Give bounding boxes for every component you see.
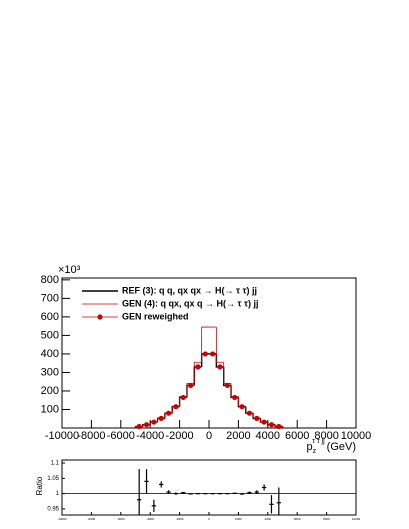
- y-tick-label: 400: [41, 348, 59, 360]
- y-multiplier: ×10³: [58, 264, 81, 276]
- x-tick-label: 0: [206, 430, 212, 442]
- x-tick-label: -2000: [176, 517, 184, 521]
- x-tick-label: -6000: [117, 517, 125, 521]
- y-tick-label: 500: [41, 329, 59, 341]
- y-tick-label: 300: [41, 366, 59, 378]
- x-tick-label: -8000: [88, 517, 96, 521]
- x-tick-label: -10000: [57, 517, 67, 521]
- marker: [217, 364, 223, 370]
- hist-step: [223, 366, 232, 387]
- x-tick-label: -6000: [107, 430, 135, 442]
- x-tick-label: 8000: [314, 430, 338, 442]
- marker: [268, 422, 275, 428]
- y-tick-label: 1.1: [51, 461, 60, 467]
- y-tick-label: 0.95: [47, 506, 59, 512]
- y-tick-label: 100: [41, 403, 59, 415]
- hist-step: [230, 383, 239, 397]
- marker: [165, 410, 172, 416]
- ratio-y-label: Ratio: [35, 476, 44, 495]
- x-tick-label: -8000: [77, 430, 105, 442]
- y-tick-label: 1.05: [47, 476, 59, 482]
- x-tick-label: 8000: [323, 517, 330, 521]
- y-tick-label: 200: [41, 385, 59, 397]
- x-label-sup: τ τ jj: [312, 438, 325, 445]
- y-tick-label: 800: [41, 274, 59, 286]
- marker: [188, 382, 194, 389]
- marker: [202, 351, 208, 357]
- x-tick-label: 10000: [352, 517, 361, 521]
- y-tick-label: 700: [41, 292, 59, 304]
- legend-label: GEN reweighed: [122, 311, 189, 321]
- legend-marker: [97, 314, 103, 320]
- x-label-sub: z: [313, 448, 317, 455]
- marker: [151, 419, 157, 425]
- x-tick-label: 4000: [256, 430, 280, 442]
- x-tick-label: -10000: [45, 430, 79, 442]
- marker: [136, 423, 142, 430]
- x-tick-label: -2000: [166, 430, 194, 442]
- marker: [224, 382, 230, 389]
- marker: [276, 423, 282, 430]
- hist-step: [193, 366, 202, 386]
- x-tick-label: 4000: [264, 517, 271, 521]
- marker: [232, 394, 238, 401]
- marker: [254, 415, 260, 421]
- marker: [239, 404, 245, 410]
- hist-step: [215, 327, 224, 363]
- x-tick-label: 6000: [285, 430, 309, 442]
- marker: [158, 415, 164, 421]
- marker: [180, 394, 186, 401]
- legend-label: REF (3): q q, qx qx → H(→ τ τ) jj: [122, 285, 257, 295]
- marker: [246, 410, 253, 416]
- x-tick-label: 6000: [294, 517, 301, 521]
- marker: [173, 404, 179, 410]
- x-tick-label: 2000: [235, 517, 242, 521]
- x-tick-label: -4000: [146, 517, 154, 521]
- marker: [143, 422, 150, 428]
- x-axis-label: pz τ τ jj (GeV): [307, 438, 357, 455]
- ratio-frame: [61, 459, 357, 516]
- x-tick-label: 2000: [226, 430, 250, 442]
- y-tick-label: 600: [41, 311, 59, 323]
- x-label-unit: (GeV): [327, 441, 356, 453]
- hist-step: [201, 326, 209, 363]
- marker: [261, 419, 267, 425]
- hist-step: [193, 361, 202, 384]
- x-tick-label: 10000: [341, 430, 372, 442]
- marker: [195, 364, 201, 370]
- x-tick-label: -4000: [136, 430, 164, 442]
- legend-label: GEN (4): q qx, qx q → H(→ τ τ) jj: [122, 298, 259, 308]
- x-label-base: p: [307, 441, 313, 453]
- x-tick-label: 0: [208, 517, 210, 521]
- hist-step: [223, 362, 232, 384]
- y-tick-label: 1: [56, 491, 60, 497]
- marker: [210, 351, 216, 357]
